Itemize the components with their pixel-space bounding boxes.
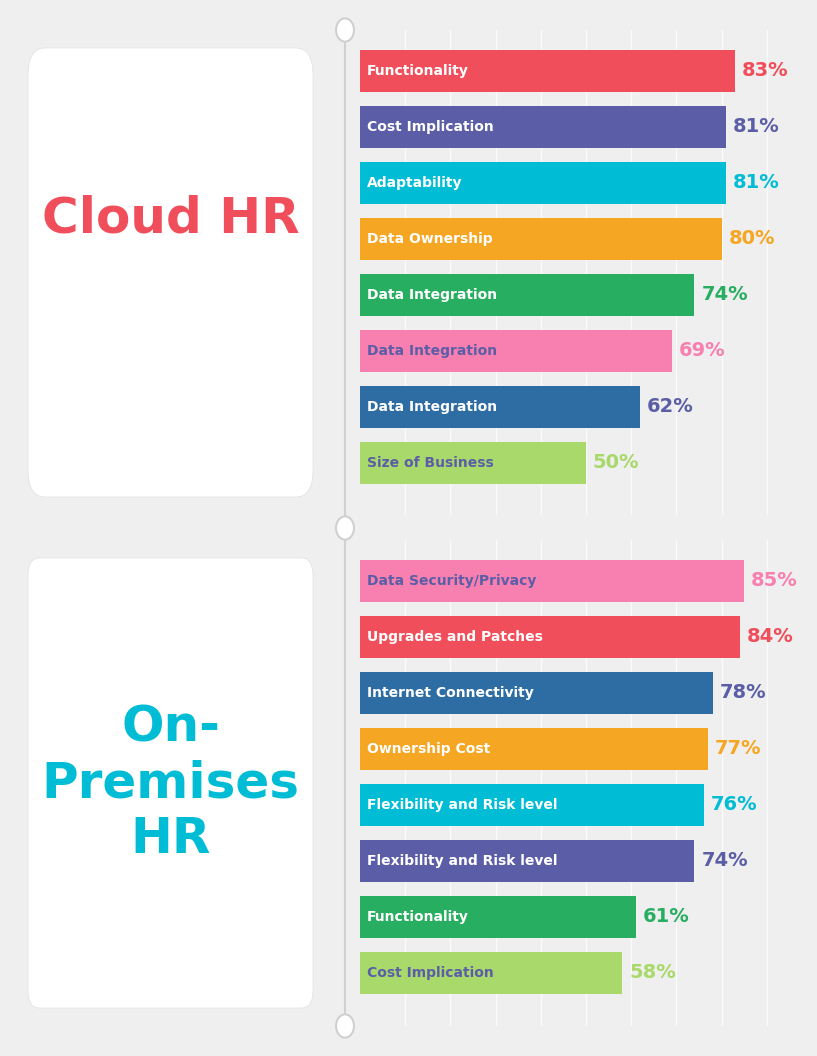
Text: 77%: 77% [715,739,761,758]
Text: Functionality: Functionality [367,910,469,924]
FancyBboxPatch shape [360,50,735,92]
FancyBboxPatch shape [360,895,636,938]
FancyBboxPatch shape [360,329,672,372]
Text: 81%: 81% [733,173,779,192]
FancyBboxPatch shape [360,274,694,316]
Text: 84%: 84% [747,627,793,646]
FancyBboxPatch shape [360,784,703,826]
Text: Data Security/Privacy: Data Security/Privacy [367,574,536,588]
Text: Flexibility and Risk level: Flexibility and Risk level [367,854,557,868]
Text: 78%: 78% [719,683,766,702]
FancyBboxPatch shape [360,106,726,148]
Text: Internet Connectivity: Internet Connectivity [367,686,534,700]
Text: On-
Premises
HR: On- Premises HR [42,703,300,863]
Text: Size of Business: Size of Business [367,456,493,470]
Text: 85%: 85% [751,571,797,590]
FancyBboxPatch shape [360,442,586,484]
Text: Ownership Cost: Ownership Cost [367,742,490,756]
Text: Flexibility and Risk level: Flexibility and Risk level [367,798,557,812]
FancyBboxPatch shape [28,558,313,1008]
FancyBboxPatch shape [360,616,739,658]
FancyBboxPatch shape [360,560,744,602]
FancyBboxPatch shape [360,953,623,994]
Text: 61%: 61% [642,907,690,926]
Text: 80%: 80% [729,229,775,248]
FancyBboxPatch shape [28,48,313,497]
Text: 62%: 62% [647,397,694,416]
Text: Data Integration: Data Integration [367,344,497,358]
Text: Adaptability: Adaptability [367,176,462,190]
Text: Cost Implication: Cost Implication [367,966,493,980]
Text: Cloud HR: Cloud HR [42,194,299,243]
FancyBboxPatch shape [360,386,641,428]
Text: 74%: 74% [701,285,748,304]
Text: Upgrades and Patches: Upgrades and Patches [367,630,542,644]
Text: Data Ownership: Data Ownership [367,232,493,246]
FancyBboxPatch shape [360,840,694,882]
Text: 69%: 69% [679,341,725,360]
Text: 83%: 83% [742,61,788,80]
Text: 81%: 81% [733,117,779,136]
Text: Data Integration: Data Integration [367,288,497,302]
FancyBboxPatch shape [360,218,721,260]
Text: 76%: 76% [710,795,757,814]
FancyBboxPatch shape [360,162,726,204]
FancyBboxPatch shape [360,728,708,770]
Text: Functionality: Functionality [367,64,469,78]
Text: Cost Implication: Cost Implication [367,120,493,134]
Text: Data Integration: Data Integration [367,400,497,414]
Text: 74%: 74% [701,851,748,870]
Text: 50%: 50% [593,453,639,472]
Text: 58%: 58% [629,963,676,982]
FancyBboxPatch shape [360,672,712,714]
